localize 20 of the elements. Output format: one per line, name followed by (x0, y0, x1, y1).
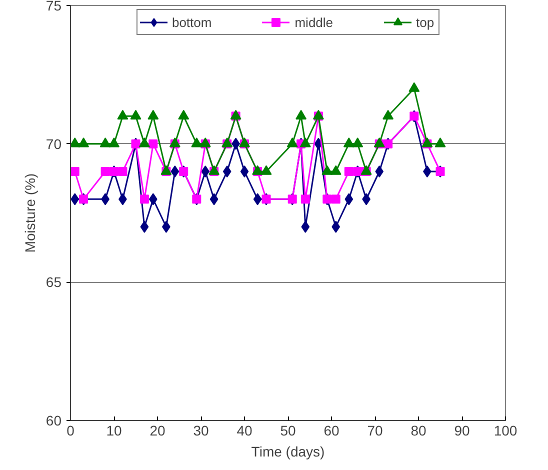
x-tick-label: 40 (236, 422, 252, 438)
x-axis-title: Time (days) (251, 444, 325, 460)
x-tick-label: 20 (150, 422, 166, 438)
x-tick-label: 10 (106, 422, 122, 438)
y-axis-title: Moisture (%) (22, 173, 38, 253)
legend-label: top (416, 14, 436, 30)
x-tick-label: 70 (367, 422, 383, 438)
x-tick-label: 80 (410, 422, 426, 438)
x-tick-label: 60 (324, 422, 340, 438)
y-tick-label: 70 (46, 136, 62, 152)
x-tick-label: 30 (193, 422, 209, 438)
legend-label: bottom (172, 14, 212, 30)
x-tick-label: 50 (280, 422, 296, 438)
x-tick-label: 100 (494, 422, 518, 438)
x-tick-label: 90 (454, 422, 470, 438)
legend-label: middle (294, 14, 334, 30)
y-tick-label: 75 (46, 0, 62, 14)
x-tick-label: 0 (66, 422, 75, 438)
y-tick-label: 65 (46, 274, 62, 290)
y-tick-label: 60 (46, 412, 62, 428)
